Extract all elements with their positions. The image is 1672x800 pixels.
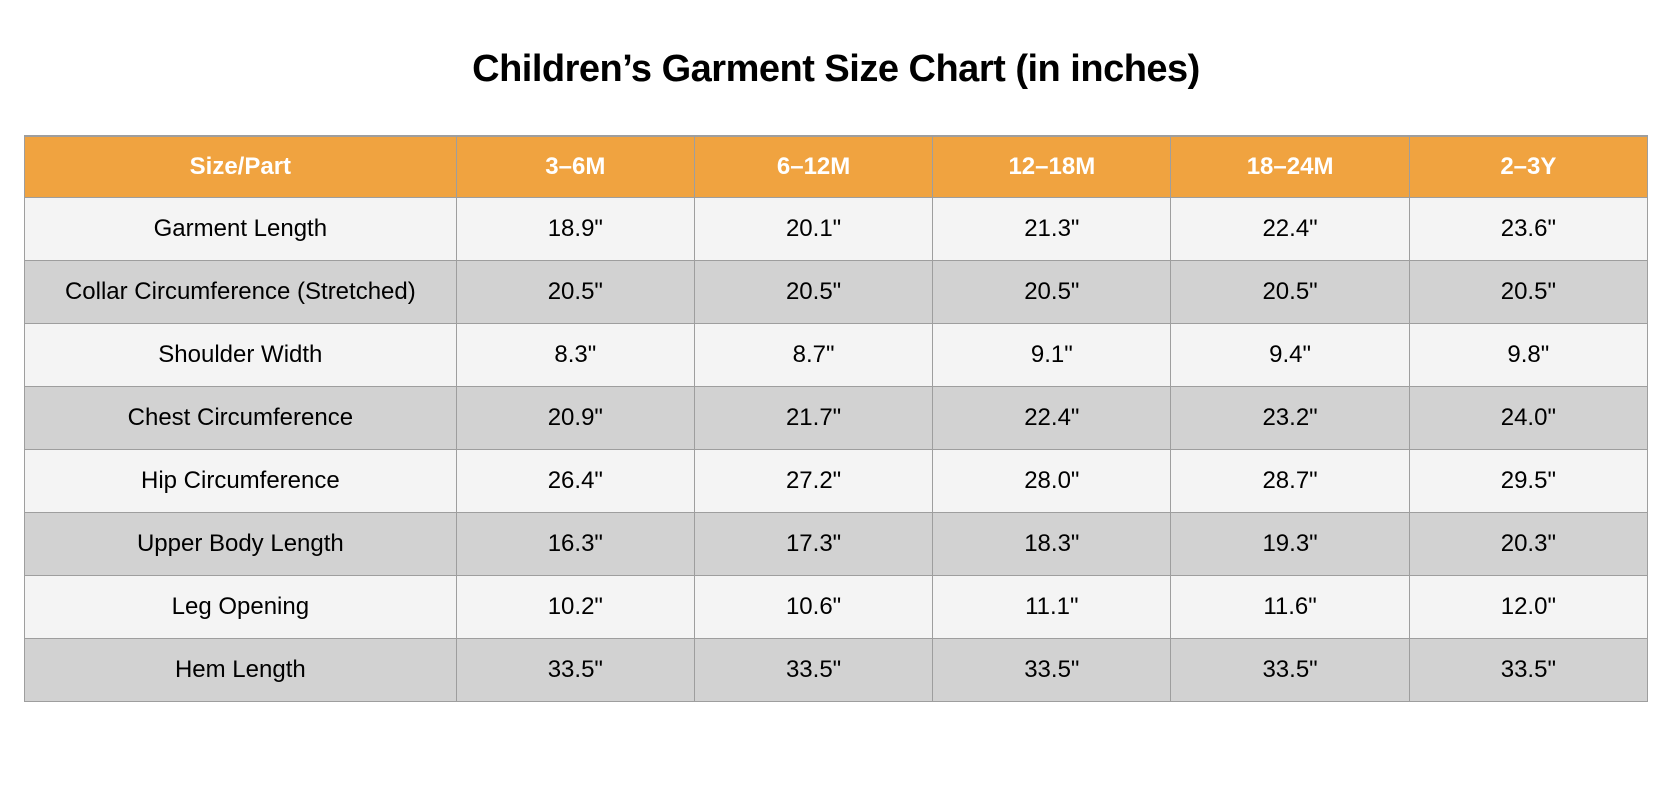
row-label: Hem Length [24, 637, 457, 702]
cell-value: 33.5" [1408, 637, 1649, 702]
table-row: Shoulder Width 8.3" 8.7" 9.1" 9.4" 9.8" [24, 322, 1649, 387]
cell-value: 18.3" [932, 511, 1172, 576]
cell-value: 9.4" [1170, 322, 1410, 387]
cell-value: 21.3" [932, 196, 1172, 261]
cell-value: 20.5" [455, 259, 695, 324]
table-row: Chest Circumference 20.9" 21.7" 22.4" 23.2" 2… [24, 385, 1649, 450]
cell-value: 17.3" [693, 511, 934, 576]
cell-value: 20.1" [693, 196, 934, 261]
cell-value: 20.5" [1170, 259, 1410, 324]
cell-value: 19.3" [1170, 511, 1410, 576]
row-label: Leg Opening [24, 574, 457, 639]
cell-value: 33.5" [932, 637, 1172, 702]
cell-value: 8.3" [455, 322, 695, 387]
cell-value: 12.0" [1408, 574, 1649, 639]
cell-value: 27.2" [693, 448, 934, 513]
cell-value: 21.7" [693, 385, 934, 450]
cell-value: 20.9" [455, 385, 695, 450]
cell-value: 20.5" [932, 259, 1172, 324]
cell-value: 18.9" [455, 196, 695, 261]
cell-value: 28.0" [932, 448, 1172, 513]
column-header-6-12m: 6–12M [693, 135, 934, 198]
cell-value: 8.7" [693, 322, 934, 387]
row-label: Upper Body Length [24, 511, 457, 576]
cell-value: 29.5" [1408, 448, 1649, 513]
table-row: Hem Length 33.5" 33.5" 33.5" 33.5" 33.5" [24, 637, 1649, 702]
size-table-body: Garment Length 18.9" 20.1" 21.3" 22.4" 23.6" C… [24, 196, 1649, 702]
cell-value: 26.4" [455, 448, 695, 513]
row-label: Hip Circumference [24, 448, 457, 513]
row-label: Garment Length [24, 196, 457, 261]
cell-value: 11.1" [932, 574, 1172, 639]
cell-value: 20.5" [693, 259, 934, 324]
column-header-18-24m: 18–24M [1170, 135, 1410, 198]
table-header: Size/Part 3–6M 6–12M 12–18M 18–24M 2–3Y [24, 135, 1649, 198]
cell-value: 22.4" [932, 385, 1172, 450]
table-row: Collar Circumference (Stretched) 20.5" 20.… [24, 259, 1649, 324]
header-row: Size/Part 3–6M 6–12M 12–18M 18–24M 2–3Y [24, 135, 1649, 198]
cell-value: 11.6" [1170, 574, 1410, 639]
cell-value: 33.5" [1170, 637, 1410, 702]
cell-value: 28.7" [1170, 448, 1410, 513]
size-chart-table: Size/Part 3–6M 6–12M 12–18M 18–24M 2–3Y … [24, 135, 1649, 702]
table-row: Hip Circumference 26.4" 27.2" 28.0" 28.7" 29.… [24, 448, 1649, 513]
row-label: Shoulder Width [24, 322, 457, 387]
row-label: Chest Circumference [24, 385, 457, 450]
cell-value: 24.0" [1408, 385, 1649, 450]
column-header-size-part: Size/Part [24, 135, 457, 198]
cell-value: 23.2" [1170, 385, 1410, 450]
table-row: Garment Length 18.9" 20.1" 21.3" 22.4" 23.6" [24, 196, 1649, 261]
table-row: Leg Opening 10.2" 10.6" 11.1" 11.6" 12.0" [24, 574, 1649, 639]
cell-value: 16.3" [455, 511, 695, 576]
column-header-12-18m: 12–18M [932, 135, 1172, 198]
column-header-2-3y: 2–3Y [1408, 135, 1649, 198]
cell-value: 22.4" [1170, 196, 1410, 261]
page-title: Children’s Garment Size Chart (in inches… [472, 48, 1200, 90]
cell-value: 33.5" [693, 637, 934, 702]
cell-value: 33.5" [455, 637, 695, 702]
cell-value: 20.3" [1408, 511, 1649, 576]
cell-value: 10.2" [455, 574, 695, 639]
row-label: Collar Circumference (Stretched) [24, 259, 457, 324]
cell-value: 9.1" [932, 322, 1172, 387]
cell-value: 23.6" [1408, 196, 1649, 261]
column-header-3-6m: 3–6M [455, 135, 695, 198]
table-row: Upper Body Length 16.3" 17.3" 18.3" 19.3" 20.… [24, 511, 1649, 576]
cell-value: 10.6" [693, 574, 934, 639]
cell-value: 9.8" [1408, 322, 1649, 387]
cell-value: 20.5" [1408, 259, 1649, 324]
